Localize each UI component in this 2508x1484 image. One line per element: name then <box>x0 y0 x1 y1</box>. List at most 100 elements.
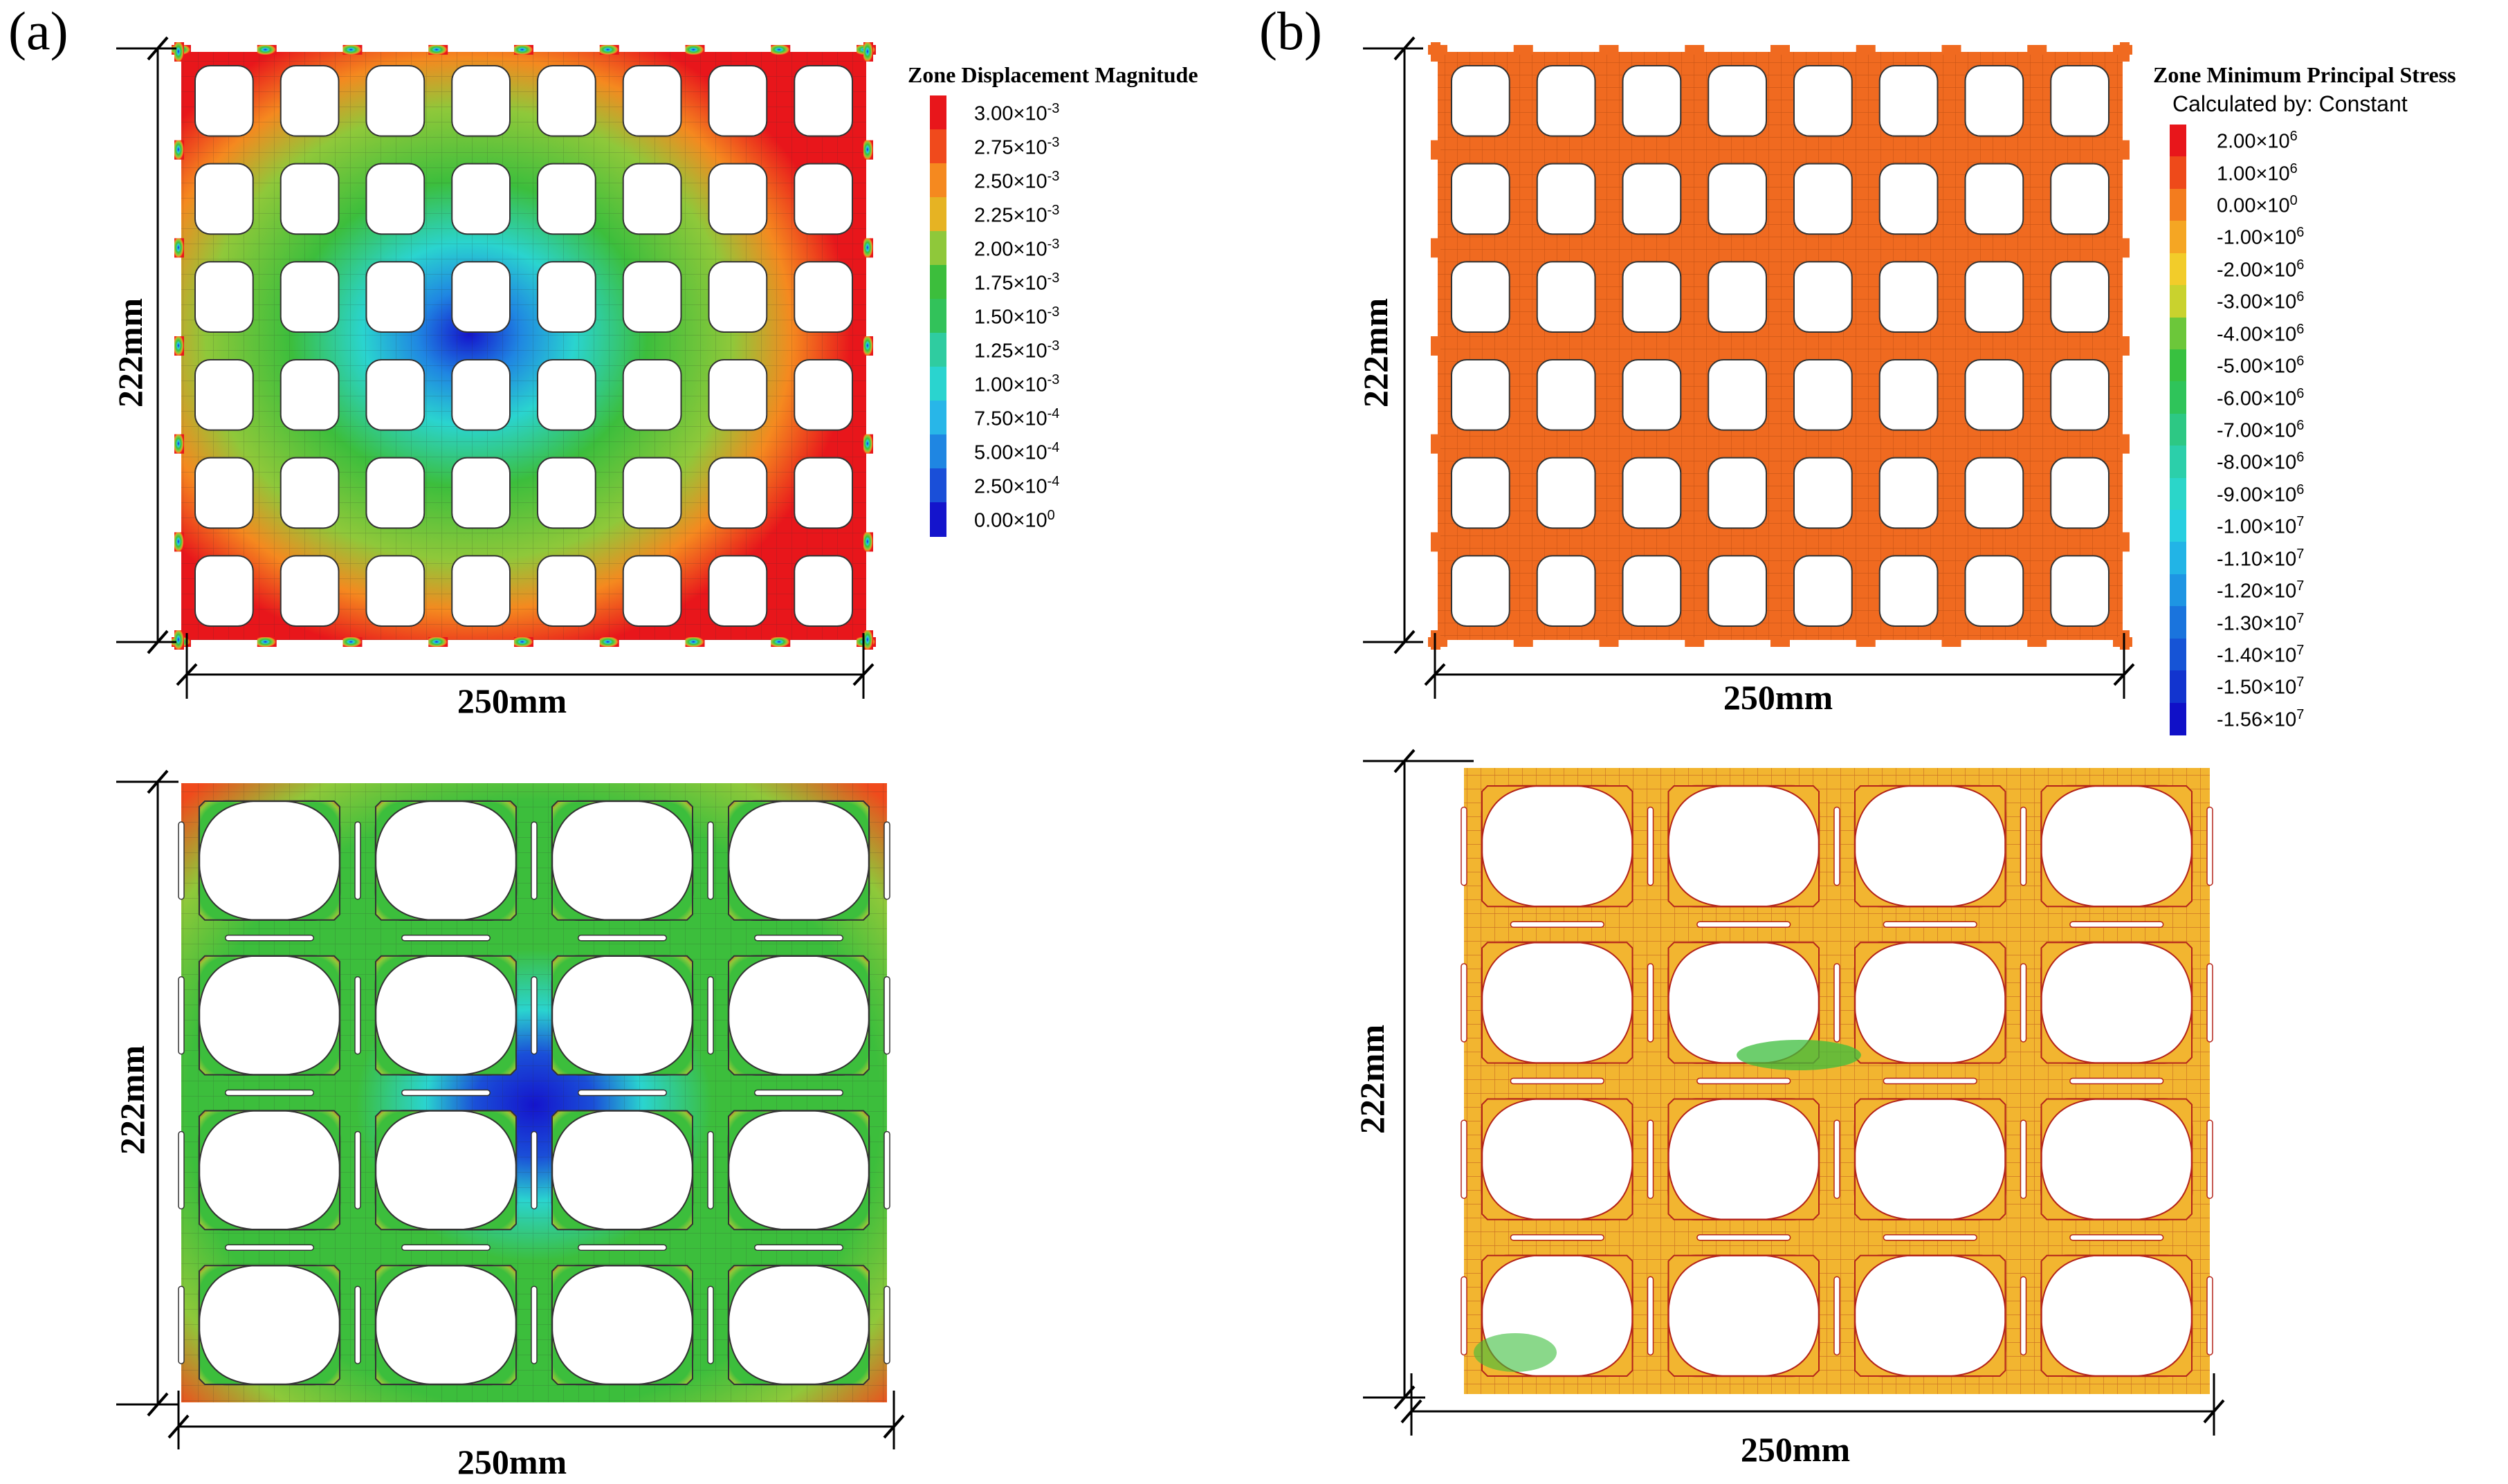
panel-label-b: (b) <box>1259 1 1322 61</box>
edge-tab <box>1941 637 1961 647</box>
lattice-hole <box>551 955 694 1076</box>
edge-tab <box>1856 637 1876 647</box>
lattice-brace <box>285 865 340 921</box>
lattice-brace <box>461 1110 517 1165</box>
lattice-brace <box>1578 785 1633 841</box>
grid-cell-hole <box>280 163 340 235</box>
edge-tab <box>1685 45 1705 55</box>
lattice-brace <box>1481 1254 1537 1310</box>
lattice-hole <box>1481 1098 1633 1220</box>
grid-cell-hole <box>280 457 340 529</box>
edge-tab <box>771 45 791 55</box>
legend-entry-label: -5.00×106 <box>2217 354 2305 378</box>
lattice-brace <box>1578 1254 1633 1310</box>
lattice-brace <box>1481 942 1537 997</box>
lattice-slot <box>884 975 890 1055</box>
lattice-brace <box>551 1020 607 1076</box>
lattice-slot <box>1510 1234 1604 1241</box>
lattice-slot <box>2206 1119 2213 1199</box>
lattice-brace <box>1951 1321 2006 1377</box>
lattice-slot <box>754 1244 843 1251</box>
lattice-brace <box>2137 1254 2193 1310</box>
lattice-brace <box>1854 852 1910 908</box>
lattice-slot <box>1696 1234 1791 1241</box>
legend-entry-label: 2.50×10-3 <box>974 168 1060 193</box>
lattice-slot <box>2206 806 2213 886</box>
lattice-brace <box>461 865 517 921</box>
lattice-brace <box>638 1110 693 1165</box>
grid-cell-hole <box>1451 359 1510 431</box>
grid-cell-hole <box>1964 457 2024 529</box>
grid-cell-hole <box>1622 457 1682 529</box>
legend-entry-label: 2.75×10-3 <box>974 134 1060 159</box>
legend-swatch <box>2170 381 2186 414</box>
lattice-brace <box>1481 852 1537 908</box>
legend-swatch <box>2170 253 2186 286</box>
edge-tab <box>1431 238 1440 258</box>
lattice-brace <box>2137 785 2193 841</box>
grid-cell-hole <box>708 65 768 137</box>
lattice-brace <box>814 800 870 856</box>
lattice-hole <box>198 1265 341 1386</box>
grid-cell-hole <box>1622 65 1682 137</box>
edge-tab <box>2120 336 2130 356</box>
grid-cell-hole <box>1451 555 1510 627</box>
edge-tab <box>685 45 705 55</box>
legend-entry-label: 2.50×10-4 <box>974 473 1060 498</box>
lattice-brace <box>199 1175 254 1231</box>
grid-cell-hole <box>1878 359 1939 431</box>
lattice-brace <box>199 800 254 856</box>
legend-b-title: Zone Minimum Principal Stress <box>2153 62 2456 87</box>
grid-cell-hole <box>365 359 425 431</box>
lattice-hole <box>1481 785 1633 908</box>
lattice-hole <box>1667 785 1820 908</box>
grid-cell-hole <box>622 555 682 627</box>
grid-cell-hole <box>708 261 768 333</box>
legend-b-subtitle: Calculated by: Constant <box>2172 91 2408 116</box>
lattice-hole <box>2040 1098 2193 1220</box>
grid-cell-hole <box>794 65 853 137</box>
lattice-brace <box>728 1110 783 1165</box>
grid-cell-hole <box>708 359 768 431</box>
lattice-brace <box>2040 852 2096 908</box>
lattice-slot <box>354 975 361 1055</box>
legend-swatch <box>2170 317 2186 350</box>
lattice-slot <box>354 821 361 900</box>
grid-cell-hole <box>1536 65 1596 137</box>
grid-cell-hole <box>794 261 853 333</box>
grid-cell-hole <box>1878 555 1939 627</box>
edge-tab <box>514 45 533 55</box>
legend-entry-label: 1.75×10-3 <box>974 270 1060 295</box>
legend-entry-label: 7.50×10-4 <box>974 405 1060 430</box>
edge-tab <box>1941 45 1961 55</box>
legend-swatch <box>930 197 946 232</box>
lattice-brace <box>1764 785 1820 841</box>
lattice-slot <box>1833 1276 1840 1356</box>
lattice-brace <box>2040 1009 2096 1064</box>
lattice-slot <box>2206 1276 2213 1356</box>
grid-cell-hole <box>1622 359 1682 431</box>
legend-swatch <box>2170 221 2186 254</box>
edge-tab <box>257 637 277 647</box>
lattice-slot <box>1883 1077 1977 1085</box>
edge-tab <box>174 238 184 258</box>
lattice-brace <box>551 1175 607 1231</box>
grid-cell-hole <box>1878 163 1939 235</box>
lattice-brace <box>1578 1165 1633 1220</box>
lattice-slot <box>178 1285 185 1364</box>
edge-tab <box>1431 140 1440 160</box>
lattice-slot <box>578 935 667 942</box>
lattice-brace <box>2137 852 2193 908</box>
lattice-hole <box>1853 1254 2006 1377</box>
lattice-brace <box>638 1175 693 1231</box>
lattice-slot <box>1510 1077 1604 1085</box>
lattice-brace <box>638 800 693 856</box>
legend-entry-label: 0.00×100 <box>2217 193 2298 217</box>
grid-cell-hole <box>1878 65 1939 137</box>
lattice-brace <box>1951 1098 2006 1153</box>
lattice-structure-b-lower <box>1461 768 2213 1394</box>
grid-cell-hole <box>1536 359 1596 431</box>
legend-entry-label: -8.00×106 <box>2217 450 2305 475</box>
lattice-slot <box>1461 963 1467 1043</box>
lattice-brace <box>375 955 430 1010</box>
